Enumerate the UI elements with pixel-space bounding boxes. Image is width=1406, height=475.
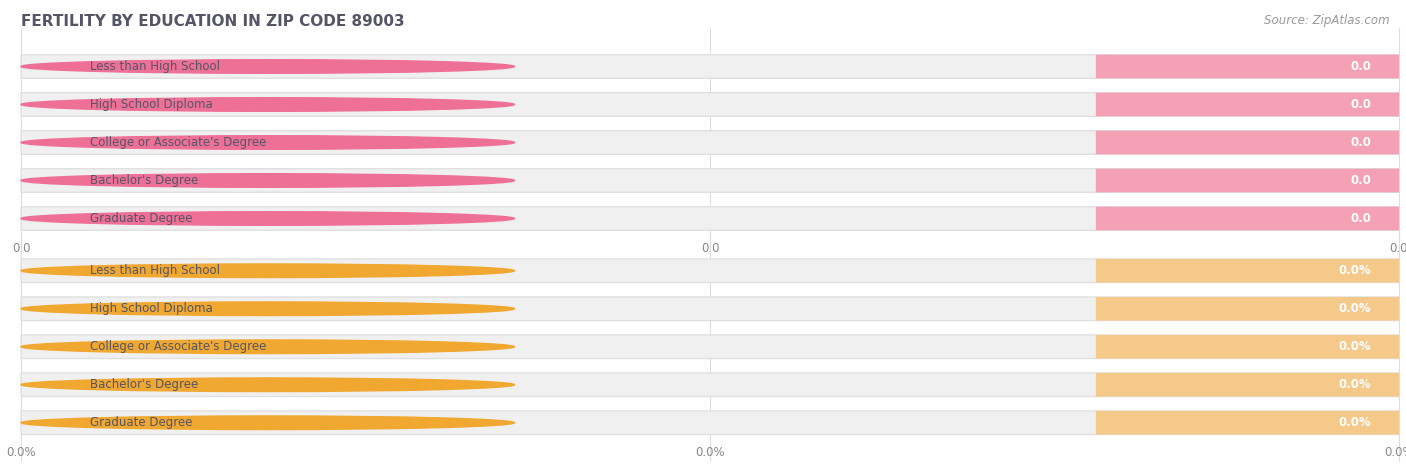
FancyBboxPatch shape: [1095, 55, 1399, 78]
Text: 0.0: 0.0: [1351, 174, 1371, 187]
FancyBboxPatch shape: [1095, 207, 1399, 230]
Text: Source: ZipAtlas.com: Source: ZipAtlas.com: [1264, 14, 1389, 27]
Circle shape: [21, 416, 515, 429]
FancyBboxPatch shape: [1095, 131, 1399, 154]
Text: 0.0%: 0.0%: [1339, 340, 1371, 353]
FancyBboxPatch shape: [21, 259, 1399, 283]
FancyBboxPatch shape: [1095, 93, 1399, 116]
Text: 0.0%: 0.0%: [1339, 378, 1371, 391]
Text: 0.0: 0.0: [1351, 212, 1371, 225]
Circle shape: [21, 264, 515, 277]
Text: 0.0: 0.0: [1351, 98, 1371, 111]
Text: 0.0%: 0.0%: [1339, 302, 1371, 315]
Text: 0.0: 0.0: [1351, 136, 1371, 149]
Text: 0.0: 0.0: [1351, 60, 1371, 73]
Text: Less than High School: Less than High School: [90, 60, 219, 73]
Text: College or Associate's Degree: College or Associate's Degree: [90, 340, 266, 353]
Text: Bachelor's Degree: Bachelor's Degree: [90, 378, 198, 391]
Text: High School Diploma: High School Diploma: [90, 302, 212, 315]
Text: College or Associate's Degree: College or Associate's Degree: [90, 136, 266, 149]
Circle shape: [21, 174, 515, 187]
Circle shape: [21, 302, 515, 315]
FancyBboxPatch shape: [21, 93, 1399, 116]
Text: 0.0%: 0.0%: [1339, 264, 1371, 277]
Text: Bachelor's Degree: Bachelor's Degree: [90, 174, 198, 187]
FancyBboxPatch shape: [21, 207, 1399, 230]
Circle shape: [21, 378, 515, 391]
FancyBboxPatch shape: [1095, 335, 1399, 359]
FancyBboxPatch shape: [21, 411, 1399, 435]
Circle shape: [21, 98, 515, 111]
FancyBboxPatch shape: [21, 169, 1399, 192]
FancyBboxPatch shape: [1095, 259, 1399, 283]
FancyBboxPatch shape: [21, 55, 1399, 78]
FancyBboxPatch shape: [1095, 169, 1399, 192]
Circle shape: [21, 60, 515, 73]
FancyBboxPatch shape: [1095, 297, 1399, 321]
Text: High School Diploma: High School Diploma: [90, 98, 212, 111]
FancyBboxPatch shape: [21, 297, 1399, 321]
FancyBboxPatch shape: [21, 131, 1399, 154]
FancyBboxPatch shape: [21, 373, 1399, 397]
Text: 0.0%: 0.0%: [1339, 416, 1371, 429]
Text: Graduate Degree: Graduate Degree: [90, 416, 193, 429]
Text: Graduate Degree: Graduate Degree: [90, 212, 193, 225]
Text: Less than High School: Less than High School: [90, 264, 219, 277]
Circle shape: [21, 212, 515, 225]
Circle shape: [21, 340, 515, 353]
Text: FERTILITY BY EDUCATION IN ZIP CODE 89003: FERTILITY BY EDUCATION IN ZIP CODE 89003: [21, 14, 405, 29]
FancyBboxPatch shape: [1095, 411, 1399, 435]
FancyBboxPatch shape: [1095, 373, 1399, 397]
FancyBboxPatch shape: [21, 335, 1399, 359]
Circle shape: [21, 136, 515, 149]
